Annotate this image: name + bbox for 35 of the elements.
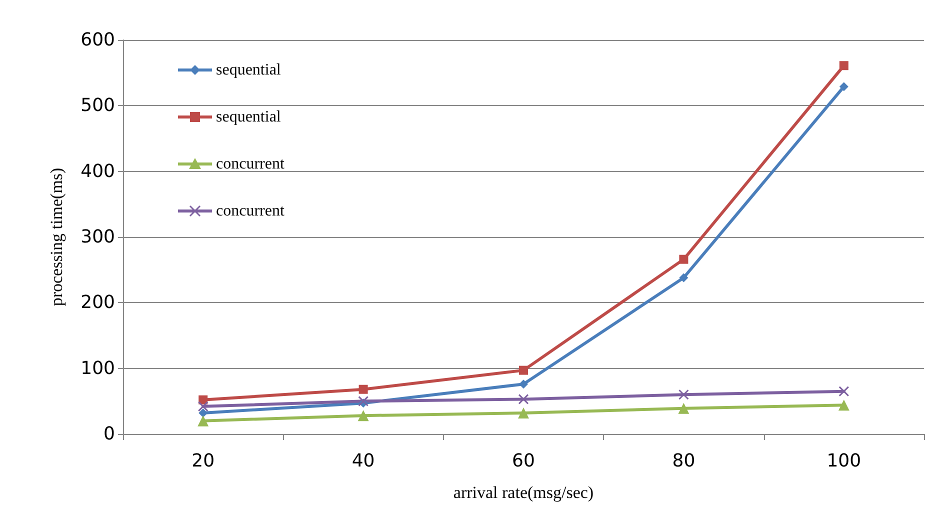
y-tick-label: 600: [80, 30, 115, 50]
point: [198, 401, 208, 412]
point: [358, 410, 369, 422]
point: [679, 273, 688, 282]
x-axis-title: arrival rate(msg/sec): [453, 483, 594, 502]
legend-label: sequential: [216, 108, 282, 126]
y-tick-label: 0: [104, 424, 115, 444]
y-tick-label: 100: [80, 358, 115, 379]
y-tick-label: 400: [80, 160, 115, 182]
y-tick-label: 200: [80, 292, 115, 314]
legend-label: sequential: [216, 62, 282, 78]
legend-label: concurrent: [216, 202, 285, 220]
x-tick-label: 20: [192, 450, 215, 472]
y-tick-label: 500: [80, 95, 115, 116]
point: [519, 380, 528, 389]
point: [839, 61, 848, 70]
point: [519, 366, 528, 375]
point: [358, 396, 369, 406]
point: [518, 394, 529, 404]
point: [198, 415, 209, 426]
x-tick-label: 100: [826, 450, 862, 472]
point: [518, 407, 529, 418]
point: [838, 400, 850, 411]
x-tick-label: 60: [512, 450, 535, 472]
x-tick-label: 40: [352, 450, 375, 472]
y-axis-title: processing time(ms): [47, 168, 66, 306]
y-tick-label: 300: [80, 226, 115, 248]
point: [678, 389, 689, 400]
point: [358, 384, 368, 394]
point: [678, 402, 690, 414]
point: [838, 386, 850, 397]
x-tick-label: 80: [672, 450, 696, 472]
point: [679, 254, 688, 264]
legend-label: concurrent: [216, 156, 285, 172]
point: [839, 82, 848, 92]
